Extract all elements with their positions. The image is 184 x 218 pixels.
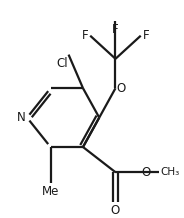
Text: F: F	[112, 23, 119, 36]
Text: F: F	[82, 29, 89, 42]
Text: Me: Me	[42, 185, 59, 198]
Text: O: O	[142, 166, 151, 179]
Text: O: O	[116, 82, 126, 95]
Text: N: N	[17, 111, 25, 124]
Text: Cl: Cl	[56, 57, 68, 70]
Text: O: O	[111, 204, 120, 217]
Text: F: F	[143, 29, 149, 42]
Text: CH₃: CH₃	[161, 167, 180, 177]
